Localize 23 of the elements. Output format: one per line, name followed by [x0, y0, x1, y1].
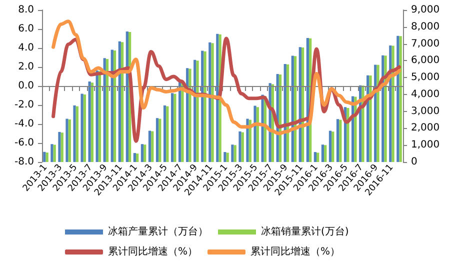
- y2-tick-label: 7,000: [411, 38, 440, 50]
- y2-tick-label: 5,000: [411, 72, 440, 84]
- y2-tick-label: 1,000: [411, 140, 440, 151]
- y-tick-label: -6.0: [14, 138, 34, 148]
- y-tick-label: 2.0: [18, 62, 34, 72]
- legend-label: 冰箱产量累计（万台）: [108, 226, 208, 238]
- y2-tick-label: 2,000: [411, 122, 440, 134]
- y2-tick-label: 8,000: [411, 21, 440, 32]
- y-tick-label: -8.0: [14, 156, 34, 168]
- y2-tick-label: 6,000: [411, 55, 440, 66]
- y-tick-label: -2.0: [14, 100, 34, 110]
- y-tick-label: 0.0: [18, 80, 34, 92]
- legend-label: 冰箱销量累计(万台): [261, 226, 349, 238]
- legend-label: 累计同比增速（%）: [250, 246, 340, 258]
- y-tick-label: 8.0: [18, 4, 34, 16]
- y-tick-label: 4.0: [18, 42, 34, 54]
- y2-tick-label: 3,000: [411, 106, 440, 117]
- y2-tick-label: 9,000: [411, 4, 440, 16]
- y-tick-label: 6.0: [18, 24, 34, 34]
- y2-tick-label: 0: [411, 156, 418, 168]
- legend-label: 累计同比增速（%）: [108, 246, 198, 258]
- y-tick-label: -4.0: [14, 118, 34, 130]
- y2-tick-label: 4,000: [411, 88, 440, 100]
